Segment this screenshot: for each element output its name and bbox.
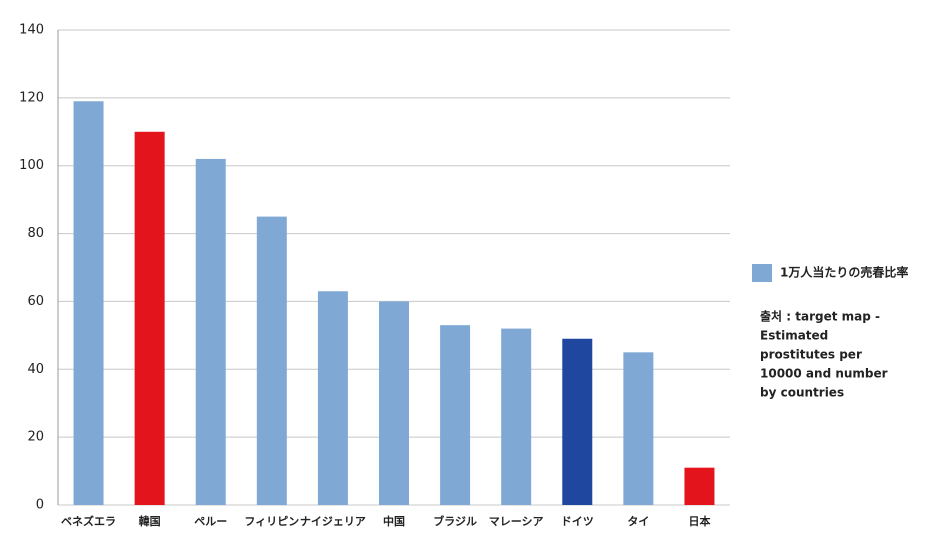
x-tick-label: ブラジル bbox=[433, 514, 477, 528]
x-tick-label: ベネズエラ bbox=[61, 514, 116, 528]
bar bbox=[501, 328, 532, 505]
x-tick-label: マレーシア bbox=[489, 515, 544, 528]
annotation: Estimated bbox=[760, 329, 828, 343]
x-tick-label: ナイジェリア bbox=[300, 515, 366, 528]
bar bbox=[379, 301, 409, 505]
y-tick-label: 0 bbox=[36, 498, 44, 513]
x-tick-label: 中国 bbox=[383, 514, 405, 528]
x-tick-label: タイ bbox=[627, 515, 649, 528]
legend-swatch bbox=[752, 264, 772, 282]
bar bbox=[256, 216, 287, 505]
bar bbox=[73, 101, 104, 505]
bar bbox=[195, 158, 226, 505]
y-tick-label: 140 bbox=[19, 23, 44, 38]
annotation: 10000 and number bbox=[760, 367, 888, 381]
bar bbox=[440, 325, 471, 505]
bar bbox=[134, 131, 165, 506]
x-tick-label: 韓国 bbox=[139, 514, 161, 528]
y-tick-label: 100 bbox=[19, 158, 44, 173]
y-tick-label: 40 bbox=[27, 362, 44, 377]
x-tick-label: ペルー bbox=[194, 515, 227, 528]
y-tick-label: 120 bbox=[19, 90, 44, 105]
bar bbox=[684, 467, 715, 505]
annotation: 출처 : target map - bbox=[760, 309, 880, 324]
x-tick-label: ドイツ bbox=[561, 515, 594, 528]
bar bbox=[562, 338, 593, 505]
legend-label: 1万人当たりの売春比率 bbox=[780, 265, 908, 280]
x-tick-label: 日本 bbox=[688, 514, 710, 528]
y-tick-label: 20 bbox=[27, 430, 44, 445]
y-tick-label: 80 bbox=[27, 226, 44, 241]
y-tick-label: 60 bbox=[27, 294, 44, 309]
bar bbox=[317, 291, 348, 505]
x-tick-label: フィリピン bbox=[244, 515, 299, 528]
bar bbox=[623, 352, 654, 505]
annotation: by countries bbox=[760, 386, 844, 400]
annotation: prostitutes per bbox=[760, 348, 862, 362]
